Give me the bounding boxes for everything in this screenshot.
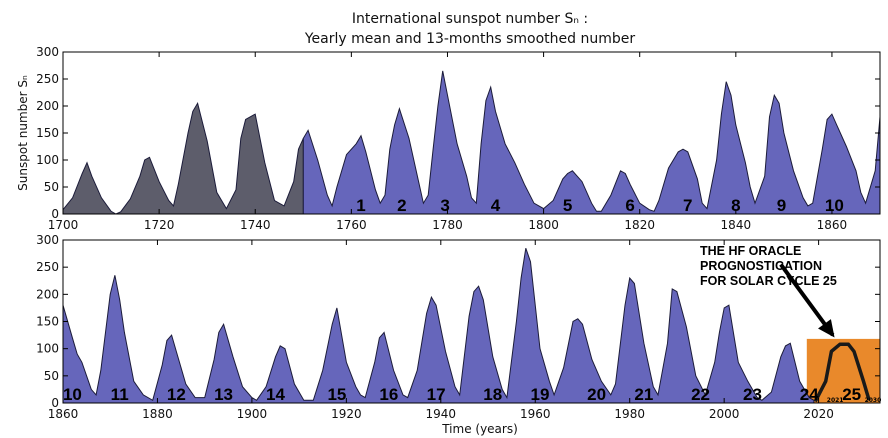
x-tick-label: 1740 xyxy=(240,218,271,232)
cycle-label: 13 xyxy=(214,385,233,404)
chart-title: International sunspot number Sₙ : xyxy=(351,11,589,27)
x-tick-label: 1760 xyxy=(336,218,367,232)
x-tick-label: 1860 xyxy=(48,407,79,421)
cycle-label: 25 xyxy=(842,385,861,404)
cycle-label: 12 xyxy=(167,385,186,404)
y-tick-label: 150 xyxy=(36,126,59,140)
x-tick-label: 1720 xyxy=(144,218,175,232)
cycle-label: 20 xyxy=(587,385,606,404)
cycle-label: 17 xyxy=(427,385,446,404)
x-tick-label: 1940 xyxy=(426,407,457,421)
cycle-label: 4 xyxy=(491,196,501,215)
x-tick-label: 1880 xyxy=(142,407,173,421)
cycle-label: 1 xyxy=(356,196,365,215)
cycle-label: 11 xyxy=(111,385,129,404)
x-axis-label: Time (years) xyxy=(442,422,518,436)
y-tick-label: 150 xyxy=(36,315,59,329)
x-tick-label: 1860 xyxy=(817,218,848,232)
x-tick-label: 1800 xyxy=(528,218,559,232)
annotation-line: THE HF ORACLE xyxy=(700,244,802,258)
cycle-label: 7 xyxy=(683,196,692,215)
y-tick-label: 0 xyxy=(51,396,59,410)
x-tick-label: 1780 xyxy=(432,218,463,232)
sunspot-area-series xyxy=(302,70,881,215)
cycle-label: 15 xyxy=(327,385,346,404)
cycle-label: 9 xyxy=(777,196,786,215)
y-axis-label: Sunspot number Sₙ xyxy=(16,75,30,191)
cycle-label: 22 xyxy=(691,385,710,404)
cycle-label: 19 xyxy=(531,385,550,404)
y-tick-label: 250 xyxy=(36,72,59,86)
x-tick-label: 1820 xyxy=(624,218,655,232)
y-tick-label: 300 xyxy=(36,45,59,59)
y-tick-label: 0 xyxy=(51,207,59,221)
x-tick-label: 2020 xyxy=(803,407,834,421)
oracle-annotation: THE HF ORACLE PROGNOSTICATION FOR SOLAR … xyxy=(700,244,880,289)
inset-tick-label: 2030 xyxy=(865,397,882,404)
cycle-label: 18 xyxy=(483,385,502,404)
cycle-label: 10 xyxy=(825,196,844,215)
y-tick-label: 200 xyxy=(36,287,59,301)
annotation-line: FOR SOLAR CYCLE 25 xyxy=(700,274,837,288)
y-tick-label: 50 xyxy=(44,369,59,383)
x-tick-label: 1900 xyxy=(237,407,268,421)
cycle-label: 2 xyxy=(397,196,406,215)
chart-subtitle: Yearly mean and 13-months smoothed numbe… xyxy=(304,31,636,47)
cycle-label: 3 xyxy=(440,196,449,215)
x-tick-label: 1700 xyxy=(48,218,79,232)
cycle-label: 23 xyxy=(743,385,762,404)
x-tick-label: 1920 xyxy=(331,407,362,421)
x-tick-label: 1960 xyxy=(520,407,551,421)
inset-tick-label: 2021 xyxy=(827,397,844,404)
cycle-label: 8 xyxy=(731,196,740,215)
x-tick-label: 2000 xyxy=(709,407,740,421)
cycle-label: 6 xyxy=(625,196,634,215)
cycle-label: 5 xyxy=(563,196,572,215)
annotation-arrowhead xyxy=(818,319,835,338)
y-tick-label: 300 xyxy=(36,233,59,247)
annotation-arrow xyxy=(779,263,835,337)
annotation-line: PROGNOSTICATION xyxy=(700,259,822,273)
x-tick-label: 1840 xyxy=(721,218,752,232)
prognosis-curve xyxy=(813,342,871,403)
cycle-label: 24 xyxy=(800,385,819,404)
sunspot-area-series xyxy=(62,248,815,404)
y-tick-label: 250 xyxy=(36,260,59,274)
sunspot-area-series xyxy=(62,102,304,215)
cycle-label: 21 xyxy=(634,385,653,404)
y-tick-label: 50 xyxy=(44,180,59,194)
cycle-label: 16 xyxy=(379,385,398,404)
y-tick-label: 100 xyxy=(36,153,59,167)
x-tick-label: 1980 xyxy=(614,407,645,421)
y-tick-label: 100 xyxy=(36,342,59,356)
cycle-label: 14 xyxy=(266,385,285,404)
cycle-label: 10 xyxy=(63,385,82,404)
y-tick-label: 200 xyxy=(36,99,59,113)
